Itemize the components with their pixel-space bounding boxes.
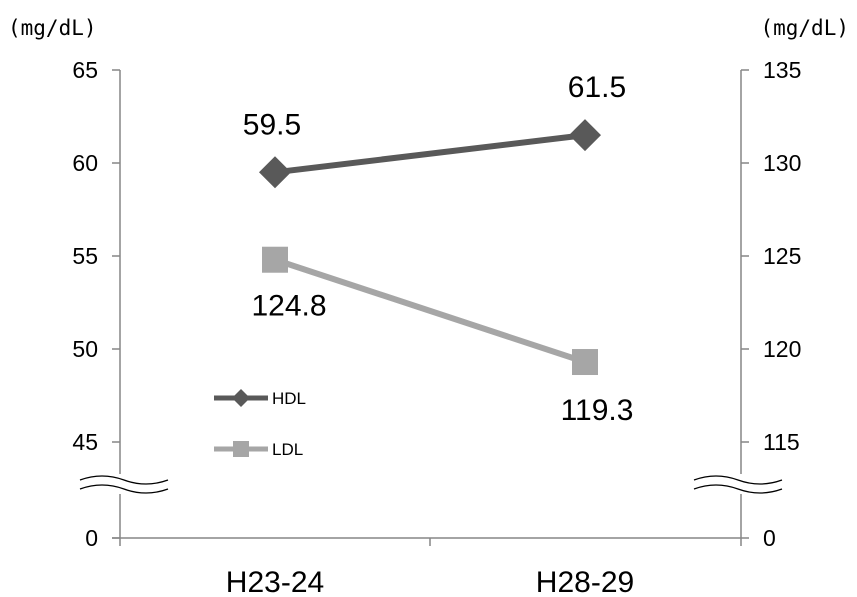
- hdl-data-label: 61.5: [568, 71, 626, 104]
- right-axis-break: [693, 474, 783, 494]
- left-axis-break: [79, 474, 169, 494]
- right-tick-label: 115: [763, 429, 800, 455]
- left-tick-label: 55: [72, 243, 98, 269]
- legend-marker: [232, 389, 250, 407]
- ldl-data-label: 124.8: [251, 290, 326, 323]
- legend-label: HDL: [272, 389, 306, 408]
- left-tick-label: 60: [72, 150, 98, 176]
- legend-label: LDL: [272, 440, 303, 459]
- hdl-point-marker: [259, 156, 291, 189]
- right-tick-label: 135: [763, 57, 801, 83]
- ldl-point-marker: [262, 246, 288, 273]
- right-tick-label: 125: [763, 243, 801, 269]
- left-tick-label: 0: [85, 525, 98, 551]
- left-axis-unit: (mg/dL): [8, 16, 97, 40]
- ldl-data-label: 119.3: [561, 394, 634, 427]
- ldl-series-line: [274, 256, 586, 365]
- x-axis-categories: H23-24 H28-29: [226, 566, 634, 597]
- legend: HDL LDL: [214, 389, 306, 459]
- right-tick-label: 0: [763, 525, 776, 551]
- hdl-data-label: 59.5: [243, 108, 301, 141]
- left-tick-label: 45: [72, 429, 98, 455]
- left-tick-label: 65: [72, 57, 98, 83]
- hdl-series-line: [274, 132, 586, 176]
- series-layer: 59.5 61.5 124.8 119.3: [243, 71, 634, 427]
- x-category-label: H28-29: [536, 566, 634, 597]
- ldl-point-marker: [572, 349, 598, 376]
- right-tick-label: 130: [763, 150, 801, 176]
- x-category-label: H23-24: [226, 566, 324, 597]
- left-tick-label: 50: [72, 336, 98, 362]
- left-axis-ticks: 65 60 55 50 45 0: [72, 57, 120, 551]
- hdl-point-marker: [569, 119, 601, 152]
- right-axis-ticks: 135 130 125 120 115 0: [741, 57, 801, 551]
- right-tick-label: 120: [763, 336, 801, 362]
- legend-marker: [233, 441, 249, 457]
- right-axis-unit: (mg/dL): [760, 16, 849, 40]
